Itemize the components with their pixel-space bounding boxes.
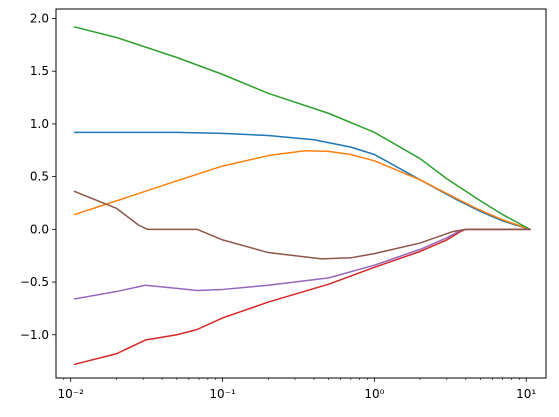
y-tick-label: 0.5 bbox=[30, 170, 49, 184]
x-tick-label: 10⁻¹ bbox=[209, 387, 236, 401]
y-tick-label: 1.0 bbox=[30, 117, 49, 131]
tick-layer: 10⁻² 10⁻¹ 10⁰ 10¹ 2.0 1.5 1.0 0.5 0.0 −0.5 −1.0 bbox=[20, 11, 537, 401]
series-line-1 bbox=[73, 131, 531, 231]
y-tick-label: 1.5 bbox=[30, 64, 49, 78]
series-line-2 bbox=[73, 150, 531, 231]
series-layer bbox=[73, 26, 531, 366]
y-tick-label: −1.0 bbox=[20, 328, 49, 342]
y-tick-label: 2.0 bbox=[30, 11, 49, 25]
x-tick-label: 10⁻² bbox=[58, 387, 85, 401]
series-line-5 bbox=[73, 228, 531, 300]
series-line-4 bbox=[73, 228, 531, 366]
series-line-6 bbox=[73, 190, 531, 260]
y-tick-label: 0.0 bbox=[30, 222, 49, 236]
plot-frame bbox=[55, 8, 547, 379]
x-tick-label: 10¹ bbox=[516, 387, 536, 401]
x-tick-label: 10⁰ bbox=[364, 387, 384, 401]
series-line-3 bbox=[73, 26, 531, 231]
y-tick-label: −0.5 bbox=[20, 275, 49, 289]
